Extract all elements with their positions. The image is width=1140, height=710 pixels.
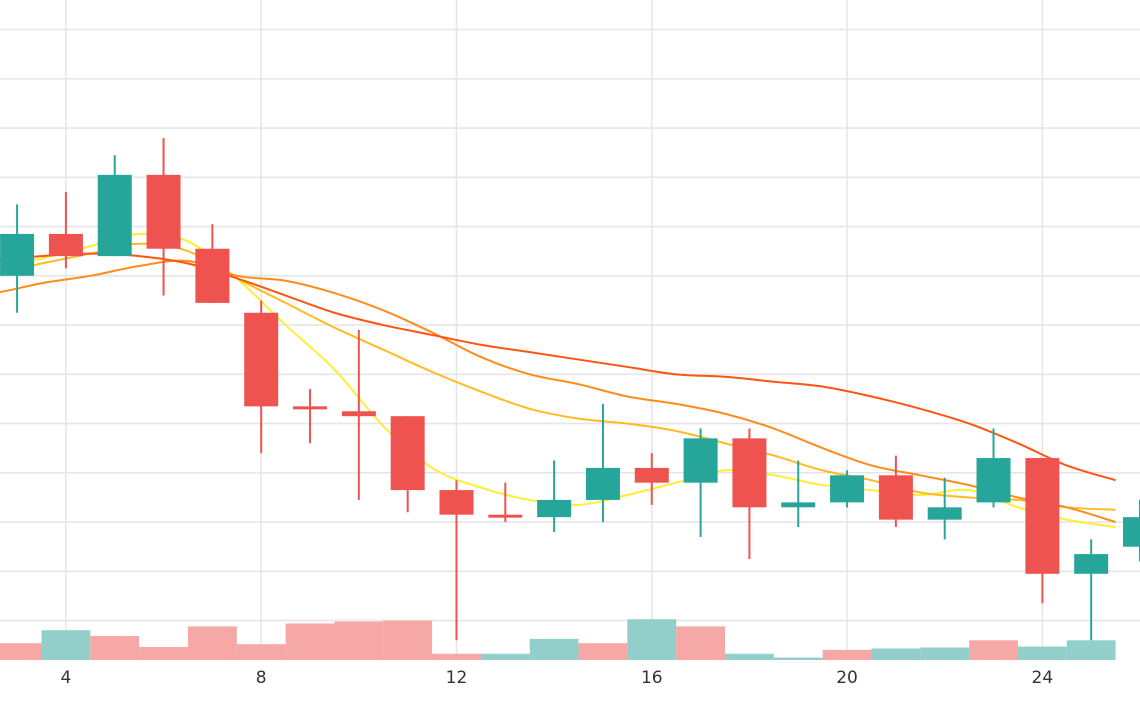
candle-down: [1025, 458, 1060, 604]
candle-body: [293, 406, 328, 410]
candle-up: [683, 428, 718, 537]
candle-body: [146, 174, 181, 249]
candle-down: [732, 428, 767, 560]
x-axis: 4 8 12 16 20 24: [60, 668, 1053, 688]
candle-body: [634, 467, 669, 483]
candle-up: [927, 477, 962, 540]
candle-down: [244, 300, 279, 454]
volume-bar: [725, 653, 774, 660]
moving-average-line: [0, 252, 1116, 482]
volume-bar: [1066, 640, 1116, 660]
candle-body: [390, 416, 425, 491]
candle-down: [146, 137, 181, 296]
moving-average-line: [0, 259, 1116, 524]
volume-bar: [90, 636, 140, 660]
x-tick-label: 4: [60, 668, 71, 688]
volume-bar: [822, 649, 872, 660]
candle-up: [976, 428, 1011, 508]
candle-body: [732, 438, 767, 508]
volume-bar: [480, 653, 530, 660]
volume-bars: [0, 619, 1116, 660]
candle-body: [488, 514, 523, 518]
volume-bar: [773, 657, 823, 660]
candle-down: [439, 480, 474, 641]
candle-body: [244, 312, 279, 407]
candle-body: [341, 411, 376, 417]
candle-up: [781, 460, 816, 528]
candle-up: [0, 204, 35, 313]
candle-body: [781, 502, 816, 508]
grid: [0, 0, 1140, 660]
volume-bar: [871, 648, 921, 660]
candle-down: [878, 455, 913, 528]
volume-bar: [627, 619, 677, 660]
candle-body: [1074, 554, 1109, 574]
volume-bar: [529, 638, 579, 660]
x-tick-label: 12: [446, 668, 468, 688]
volume-bar: [236, 644, 286, 660]
candle-body: [585, 467, 620, 500]
candle-up: [585, 403, 620, 523]
volume-bar: [139, 647, 188, 660]
x-tick-label: 24: [1032, 668, 1054, 688]
candle-down: [293, 389, 328, 444]
volume-bar: [578, 643, 628, 660]
volume-bar: [1017, 646, 1067, 660]
volume-bar: [676, 626, 726, 660]
candle-body: [439, 490, 474, 515]
volume-bar: [41, 630, 91, 660]
moving-average-line: [0, 242, 1116, 511]
volume-bar: [334, 621, 384, 660]
candle-up: [830, 470, 865, 508]
candle-up: [1123, 499, 1140, 562]
candle-body: [878, 475, 913, 520]
candle-body: [830, 475, 865, 503]
candle-body: [48, 233, 83, 257]
candle-down: [341, 330, 376, 500]
volume-bar: [0, 643, 42, 660]
volume-bar: [383, 620, 433, 660]
candle-body: [0, 233, 35, 276]
candle-body: [976, 458, 1011, 503]
volume-bar: [187, 626, 237, 660]
volume-bar: [432, 653, 481, 660]
candle-body: [1025, 458, 1060, 574]
x-tick-label: 16: [641, 668, 663, 688]
x-tick-label: 20: [836, 668, 858, 688]
candle-up: [1074, 539, 1109, 641]
candle-body: [97, 174, 132, 257]
x-tick-label: 8: [256, 668, 267, 688]
candle-body: [195, 248, 230, 303]
volume-bar: [920, 647, 970, 660]
candle-body: [537, 499, 572, 518]
candle-body: [927, 507, 962, 520]
candle-up: [537, 460, 572, 532]
candle-down: [390, 416, 425, 513]
candles: [0, 137, 1140, 641]
candle-body: [1123, 517, 1140, 547]
moving-average-lines: [0, 232, 1116, 529]
volume-bar: [969, 640, 1018, 660]
candle-down: [195, 224, 230, 303]
candle-down: [634, 453, 669, 505]
candle-down: [488, 482, 523, 523]
candle-up: [97, 155, 132, 257]
candle-body: [683, 438, 718, 483]
volume-bar: [285, 623, 335, 660]
candle-down: [48, 192, 83, 269]
